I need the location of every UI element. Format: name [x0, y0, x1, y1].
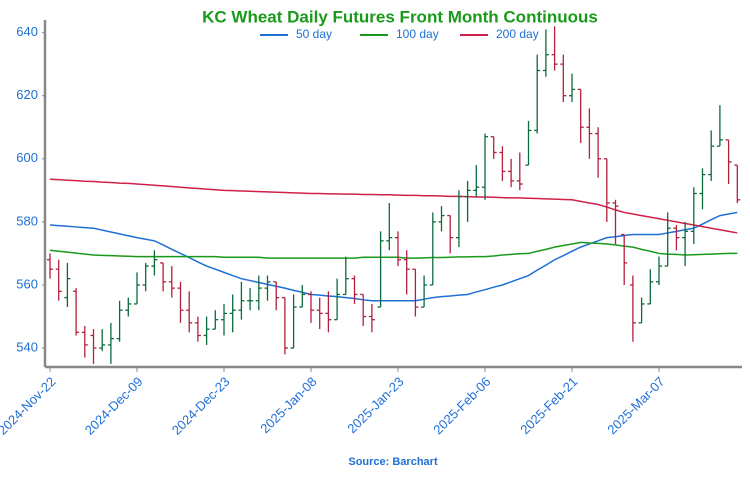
y-tick-label: 580 [16, 213, 38, 228]
y-tick-label: 640 [16, 24, 38, 39]
legend-label: 200 day [496, 27, 539, 41]
x-tick-label: 2024-Dec-23 [169, 374, 233, 438]
moving-average-line [49, 178, 738, 234]
y-tick-label: 620 [16, 87, 38, 102]
x-tick-label: 2025-Jan-23 [344, 374, 406, 436]
chart-title: KC Wheat Daily Futures Front Month Conti… [202, 7, 598, 26]
y-tick-label: 560 [16, 276, 38, 291]
x-tick-label: 2025-Feb-21 [517, 374, 580, 437]
x-tick-label: 2024-Nov-22 [0, 374, 59, 438]
x-tick-label: 2025-Jan-08 [257, 374, 319, 436]
moving-average-line [49, 211, 738, 302]
moving-average-line [49, 241, 738, 259]
x-tick-label: 2025-Mar-07 [604, 374, 667, 437]
source-note: Source: Barchart [348, 456, 438, 468]
y-tick-label: 600 [16, 150, 38, 165]
legend-label: 50 day [296, 27, 332, 41]
x-tick-label: 2025-Feb-06 [430, 374, 493, 437]
legend-label: 100 day [396, 27, 439, 41]
y-tick-label: 540 [16, 340, 38, 355]
x-tick-label: 2024-Dec-09 [82, 374, 146, 438]
